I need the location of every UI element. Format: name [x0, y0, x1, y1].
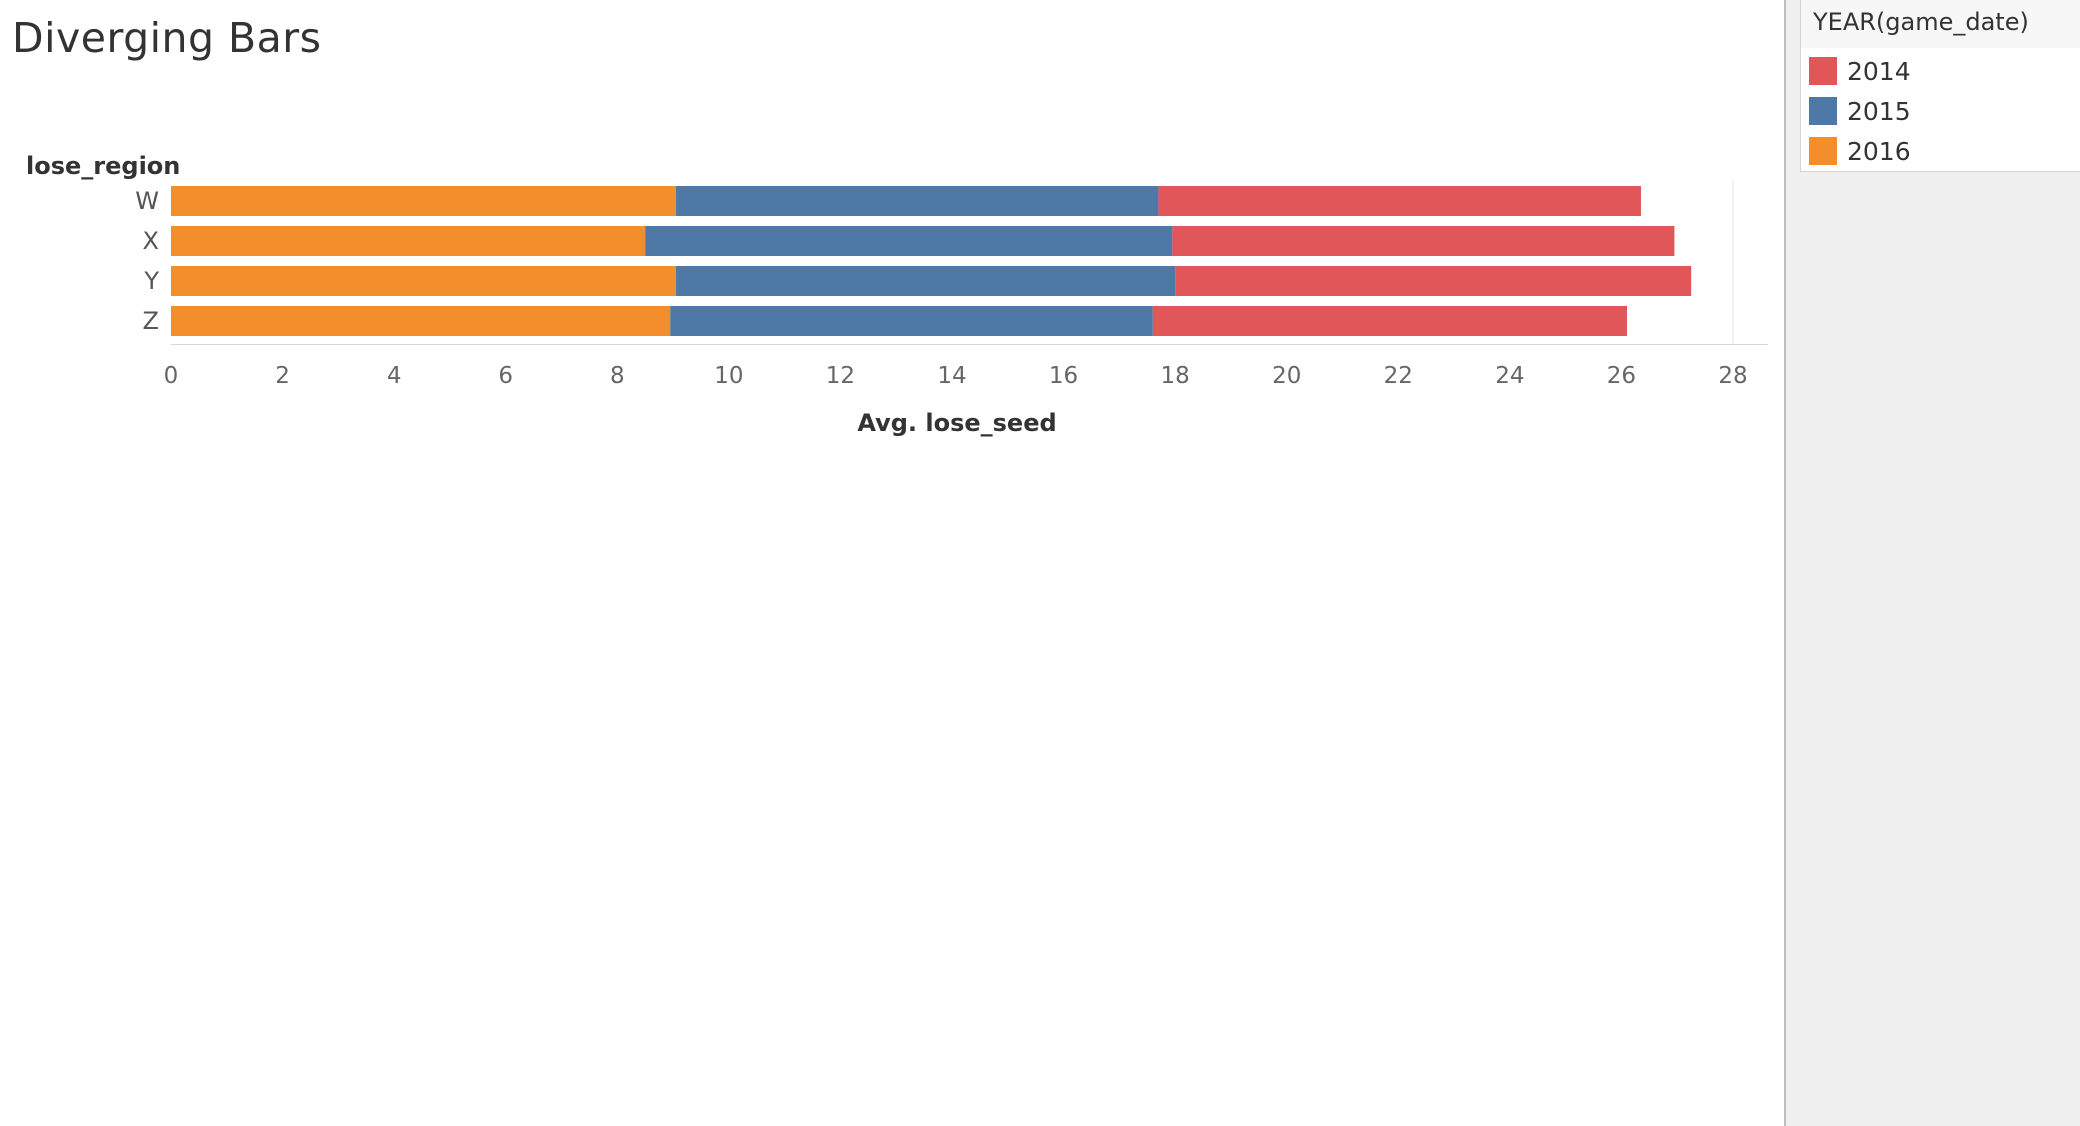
- x-tick-label: 0: [164, 363, 179, 389]
- legend-item-2015[interactable]: 2015: [1809, 96, 1911, 126]
- bar-Z-2016[interactable]: [171, 306, 671, 336]
- x-tick-label: 26: [1607, 363, 1636, 389]
- legend-swatch: [1809, 137, 1837, 165]
- y-axis-title: lose_region: [26, 152, 180, 180]
- x-tick-label: 4: [387, 363, 402, 389]
- bar-X-2016[interactable]: [171, 226, 646, 256]
- legend-label: 2015: [1847, 96, 1911, 126]
- legend-label: 2016: [1847, 136, 1911, 166]
- bar-X-2014[interactable]: [1172, 226, 1675, 256]
- bar-Y-2014[interactable]: [1175, 266, 1692, 296]
- bar-W-2014[interactable]: [1158, 186, 1641, 216]
- x-tick-label: 10: [714, 363, 743, 389]
- bar-W-2015[interactable]: [675, 186, 1159, 216]
- legend-swatch: [1809, 97, 1837, 125]
- legend-title: YEAR(game_date): [1813, 8, 2029, 36]
- legend-item-2014[interactable]: 2014: [1809, 56, 1911, 86]
- x-tick-label: 20: [1272, 363, 1301, 389]
- x-tick-label: 2: [275, 363, 290, 389]
- bar-W-2016[interactable]: [171, 186, 676, 216]
- sheet-title: Diverging Bars: [12, 14, 322, 62]
- y-tick-label: X: [143, 227, 159, 255]
- bar-Z-2014[interactable]: [1152, 306, 1628, 336]
- worksheet-area: Diverging Bars W X Y Z 0 2 4 6 8 10 12 14 16 18 20 22 24…: [0, 0, 1784, 460]
- x-tick-label: 18: [1161, 363, 1190, 389]
- x-tick-label: 24: [1495, 363, 1524, 389]
- x-tick-label: 28: [1718, 363, 1747, 389]
- legend-label: 2014: [1847, 56, 1911, 86]
- bar-Z-2015[interactable]: [670, 306, 1153, 336]
- x-tick-label: 14: [937, 363, 966, 389]
- bar-X-2015[interactable]: [645, 226, 1173, 256]
- x-axis-title: Avg. lose_seed: [857, 409, 1056, 437]
- bar-Y-2015[interactable]: [675, 266, 1176, 296]
- y-tick-label: Z: [143, 307, 159, 335]
- x-tick-label: 16: [1049, 363, 1078, 389]
- y-tick-label: W: [135, 187, 159, 215]
- legend-item-2016[interactable]: 2016: [1809, 136, 1911, 166]
- legend-header: [1801, 0, 2080, 48]
- x-tick-label: 8: [610, 363, 625, 389]
- x-tick-label: 22: [1384, 363, 1413, 389]
- bar-Y-2016[interactable]: [171, 266, 676, 296]
- legend-pane: YEAR(game_date) 2014 2015 2016: [1784, 0, 2080, 1126]
- color-legend[interactable]: YEAR(game_date) 2014 2015 2016: [1800, 0, 2080, 172]
- x-tick-label: 12: [826, 363, 855, 389]
- y-tick-label: Y: [143, 267, 159, 295]
- legend-swatch: [1809, 57, 1837, 85]
- x-tick-label: 6: [498, 363, 513, 389]
